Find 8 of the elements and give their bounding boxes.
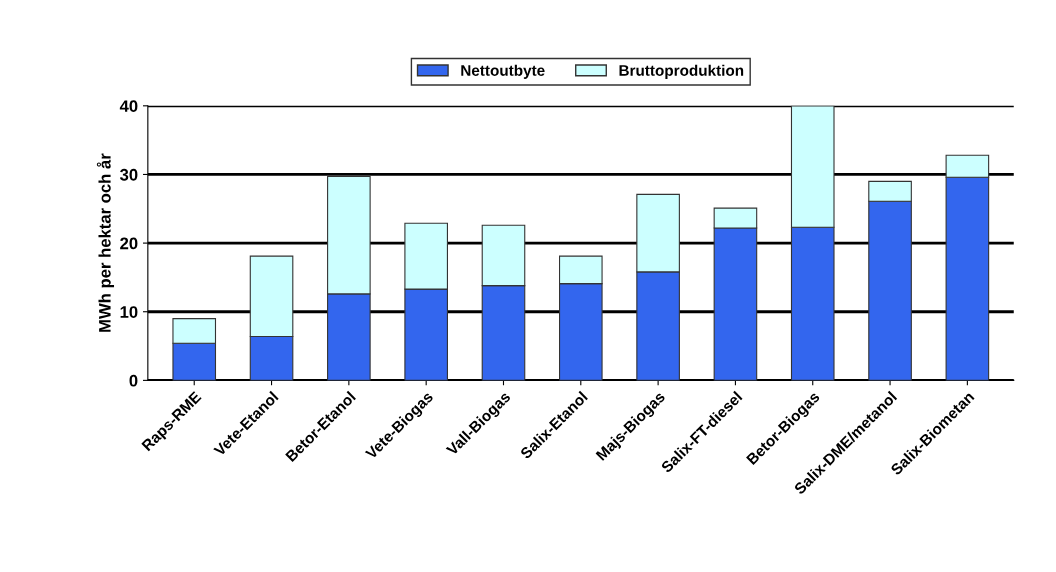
y-tick-label: 30 (119, 168, 138, 181)
y-axis-title: MWh per hektar och år (96, 153, 115, 332)
y-tick-label: 0 (129, 374, 138, 387)
y-tick-label: 10 (120, 306, 138, 318)
y-tick-label: 20 (120, 237, 138, 250)
y-tick-label: 40 (119, 100, 138, 113)
legend-label: Nettoutbyte (461, 64, 545, 79)
legend-label: Bruttoproduktion (619, 64, 744, 79)
